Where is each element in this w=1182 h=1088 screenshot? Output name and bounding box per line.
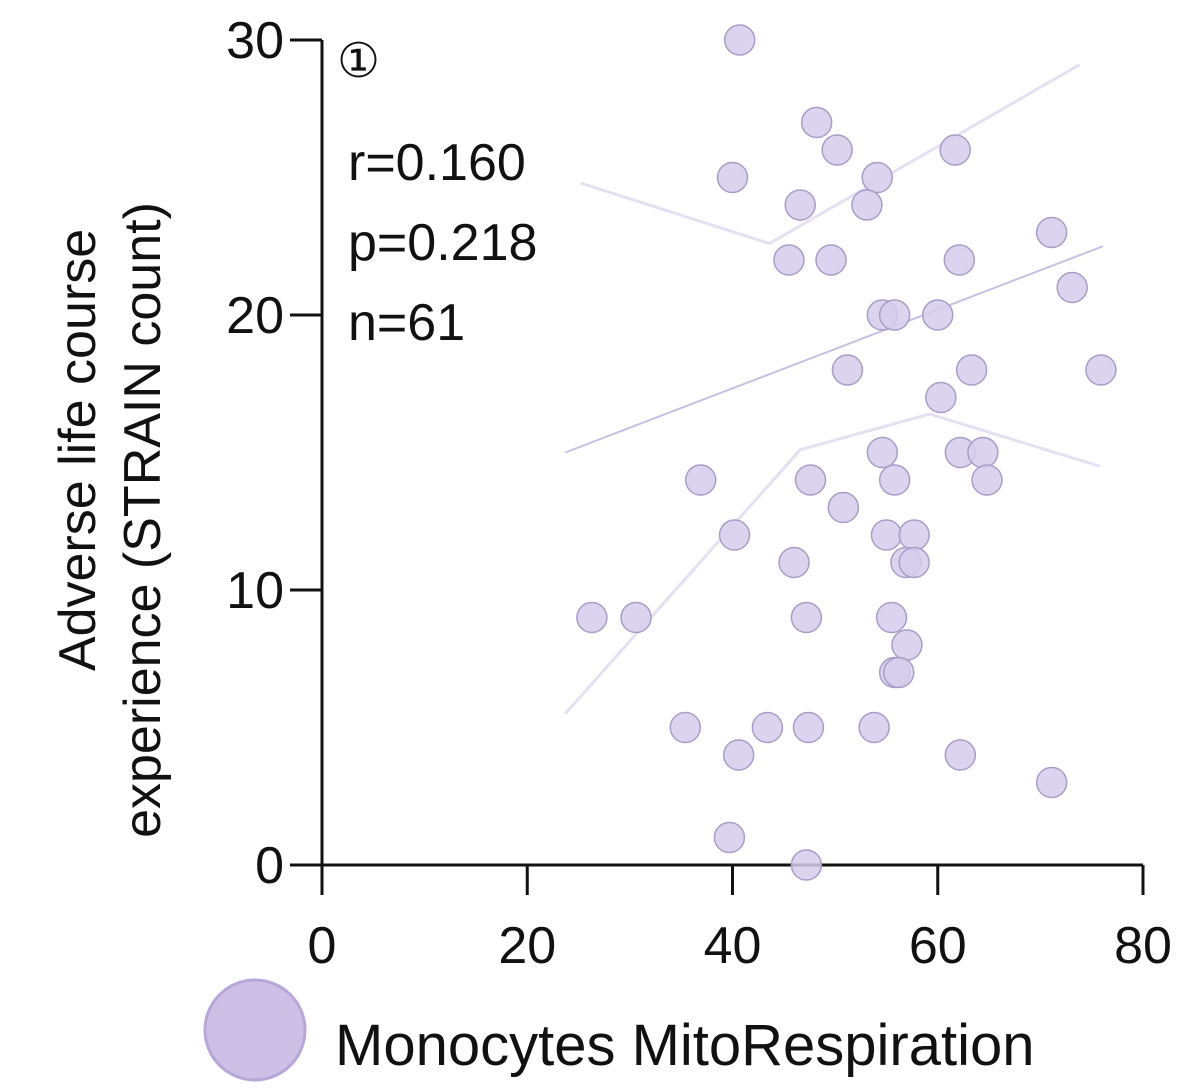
point xyxy=(944,739,977,771)
point xyxy=(773,244,805,276)
point xyxy=(898,519,930,551)
point xyxy=(792,711,825,744)
point xyxy=(831,354,864,386)
stat-p: p=0.218 xyxy=(348,214,537,272)
point xyxy=(883,656,915,689)
point xyxy=(821,134,853,166)
point xyxy=(827,491,860,524)
point xyxy=(716,161,749,194)
confidence-band xyxy=(580,63,1081,246)
point xyxy=(784,189,816,221)
point xyxy=(943,244,976,276)
y-tick-label: 10 xyxy=(226,562,284,620)
x-tick-label: 20 xyxy=(498,917,556,975)
point xyxy=(815,244,847,276)
y-axis-label: Adverse life course xyxy=(49,229,107,671)
point xyxy=(790,601,823,634)
point xyxy=(939,134,971,166)
y-axis-label: experience (STRAIN count) xyxy=(114,202,172,838)
point xyxy=(875,601,908,634)
stat-n: n=61 xyxy=(348,294,465,352)
x-axis-label: Monocytes MitoRespiration xyxy=(335,1013,1035,1078)
point xyxy=(971,464,1003,496)
point xyxy=(955,354,988,386)
point xyxy=(861,161,893,194)
point xyxy=(922,299,954,331)
point xyxy=(576,601,608,634)
x-tick-label: 60 xyxy=(909,917,967,975)
point xyxy=(1035,216,1068,249)
fit-line xyxy=(564,245,1104,454)
point xyxy=(1035,766,1068,799)
point xyxy=(891,629,923,661)
point xyxy=(800,106,833,139)
point xyxy=(898,546,930,579)
point xyxy=(967,436,999,469)
y-tick-label: 30 xyxy=(226,12,284,70)
point xyxy=(722,739,755,771)
point xyxy=(1056,271,1088,304)
point xyxy=(620,601,652,634)
stat-r: r=0.160 xyxy=(348,134,526,192)
y-tick-label: 0 xyxy=(255,837,284,895)
confidence-band xyxy=(564,412,1101,715)
point xyxy=(751,711,784,744)
point xyxy=(866,436,899,469)
point xyxy=(870,519,903,551)
point xyxy=(790,849,823,881)
point xyxy=(669,711,702,744)
point xyxy=(851,189,883,221)
point xyxy=(794,464,827,496)
x-tick-label: 0 xyxy=(308,917,337,975)
x-tick-label: 80 xyxy=(1114,917,1172,975)
legend-icon xyxy=(203,978,307,1082)
panel-label: ① xyxy=(337,35,380,88)
point xyxy=(718,519,751,551)
x-tick-label: 40 xyxy=(704,917,762,975)
point xyxy=(878,299,911,331)
point xyxy=(723,24,756,56)
point xyxy=(1085,354,1117,386)
point xyxy=(925,381,957,414)
point xyxy=(778,546,810,579)
y-tick-label: 20 xyxy=(226,287,284,345)
point xyxy=(878,464,911,496)
point xyxy=(713,821,746,854)
point xyxy=(858,711,890,744)
point xyxy=(684,464,717,496)
